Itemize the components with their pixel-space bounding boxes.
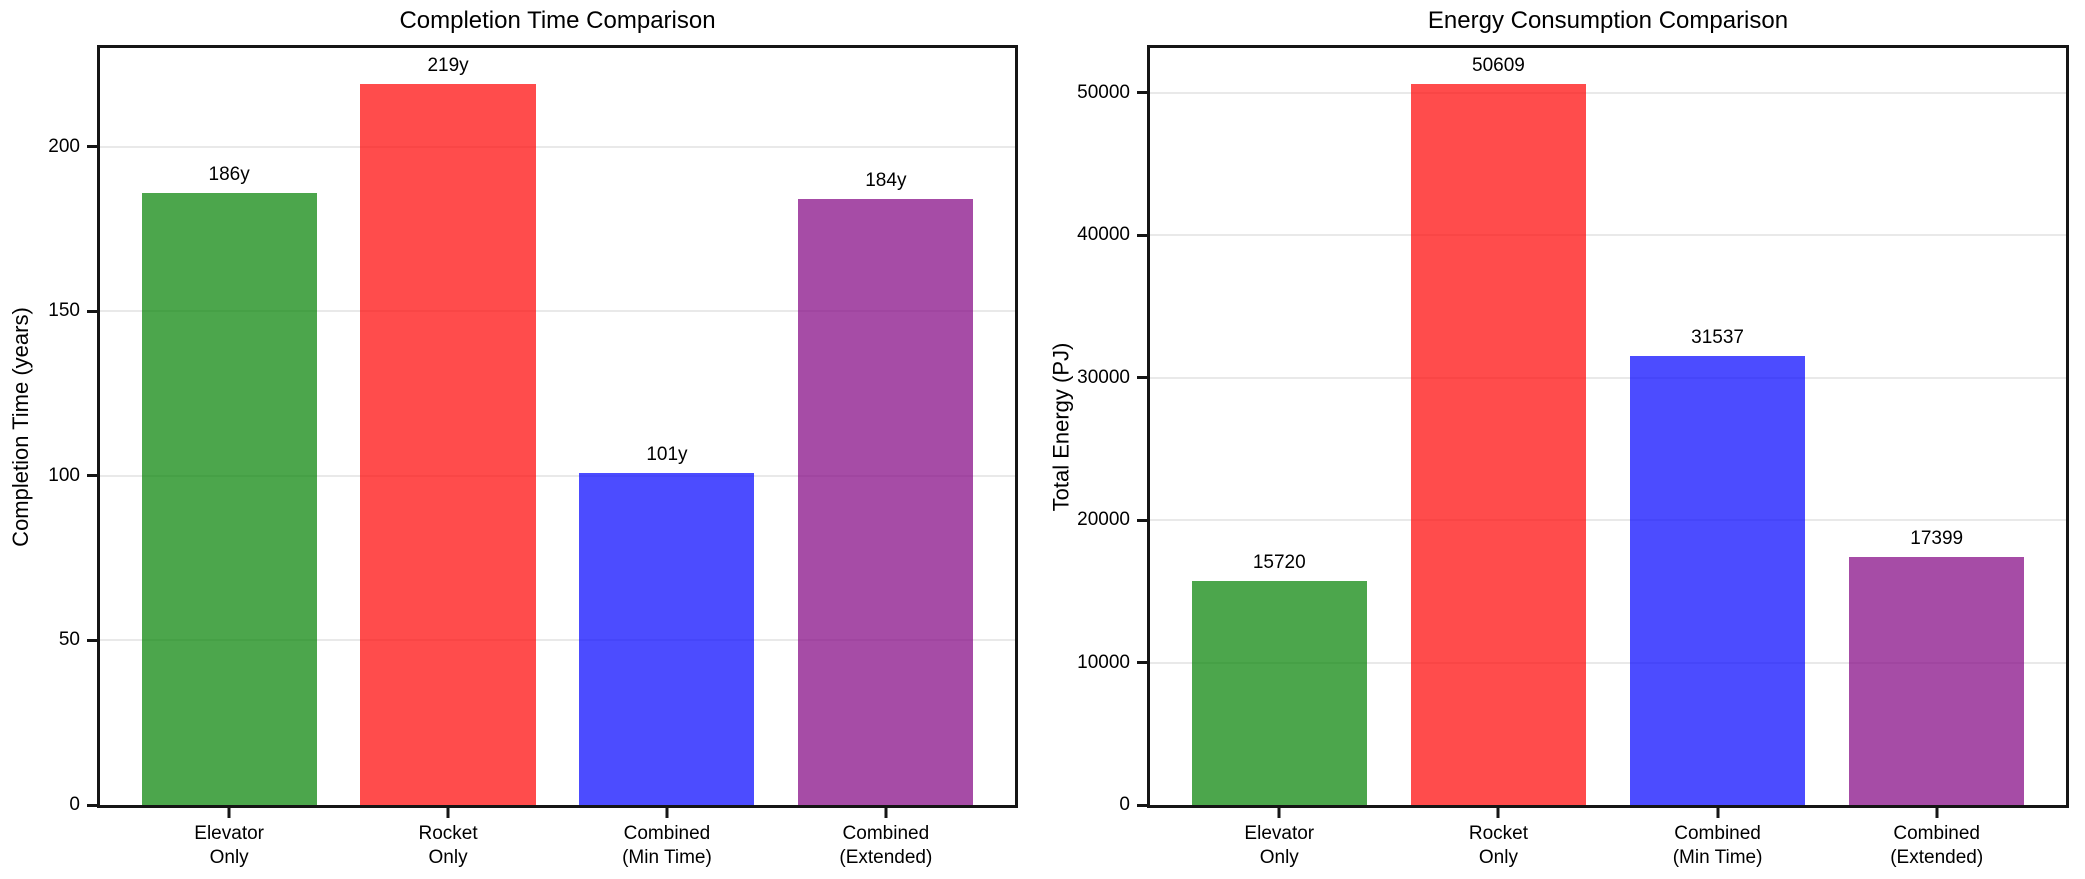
x-tick-label: Combined (Min Time) bbox=[1672, 823, 1763, 868]
bar-value-label: 15720 bbox=[1252, 552, 1306, 574]
chart-title: Energy Consumption Comparison bbox=[1427, 7, 1789, 34]
y-tick-label: 50000 bbox=[1077, 81, 1130, 103]
gridline bbox=[100, 474, 1015, 477]
y-tick-label: 200 bbox=[48, 135, 80, 157]
bar-value-label: 17399 bbox=[1910, 528, 1964, 550]
y-tick-mark bbox=[87, 638, 97, 642]
x-tick-mark bbox=[665, 808, 669, 818]
y-tick-label: 0 bbox=[1119, 794, 1130, 815]
bar-red bbox=[360, 84, 536, 805]
bar-value-label: 219y bbox=[427, 55, 469, 77]
y-tick-mark bbox=[1137, 233, 1147, 237]
y-tick-label: 40000 bbox=[1077, 224, 1130, 246]
bar-green bbox=[141, 192, 317, 805]
y-axis-label-wrap: Completion Time (years) bbox=[0, 45, 42, 808]
x-tick-mark bbox=[1935, 808, 1939, 818]
y-tick-label: 0 bbox=[69, 794, 80, 815]
x-tick-label: Combined (Min Time) bbox=[622, 823, 712, 868]
y-tick-label: 10000 bbox=[1077, 651, 1130, 673]
y-tick-mark bbox=[1137, 376, 1147, 380]
bar-purple bbox=[798, 199, 974, 805]
x-tick-mark bbox=[1496, 808, 1500, 818]
y-axis-label-wrap: Total Energy (PJ) bbox=[1040, 45, 1082, 808]
y-tick-label: 150 bbox=[48, 300, 80, 322]
plot-area: 0 10000 20000 30000 40000 50000 15720 Elevator … bbox=[1077, 45, 2069, 868]
gridline bbox=[1150, 376, 2066, 379]
bar-blue bbox=[579, 472, 755, 805]
x-tick-label: Rocket Only bbox=[418, 823, 478, 868]
bar-red bbox=[1410, 84, 1587, 805]
y-tick-mark bbox=[1137, 91, 1147, 95]
gridline bbox=[1150, 661, 2066, 664]
bar-value-label: 50609 bbox=[1472, 55, 1525, 77]
gridline bbox=[1150, 91, 2066, 94]
bar-value-label: 101y bbox=[646, 443, 688, 465]
x-tick-label: Elevator Only bbox=[1244, 823, 1315, 868]
bar-value-label: 186y bbox=[208, 163, 250, 185]
y-axis-label: Completion Time (years) bbox=[8, 306, 34, 547]
bar-value-label: 184y bbox=[865, 170, 907, 192]
x-tick-mark bbox=[1277, 808, 1281, 818]
y-tick-mark bbox=[1137, 518, 1147, 522]
x-tick-label: Combined (Extended) bbox=[1890, 823, 1984, 868]
y-tick-mark bbox=[87, 474, 97, 478]
y-tick-label: 20000 bbox=[1077, 509, 1130, 531]
gridline bbox=[100, 310, 1015, 313]
gridline bbox=[100, 639, 1015, 642]
x-tick-mark bbox=[227, 808, 231, 818]
y-tick-mark bbox=[87, 803, 97, 807]
x-tick-label: Combined (Extended) bbox=[839, 823, 933, 868]
bar-blue bbox=[1629, 355, 1806, 805]
y-tick-mark bbox=[1137, 661, 1147, 665]
completion-time-chart: Completion Time Comparison Completion Ti… bbox=[0, 0, 1040, 879]
y-tick-label: 30000 bbox=[1077, 366, 1130, 388]
x-tick-mark bbox=[884, 808, 888, 818]
bar-purple bbox=[1849, 557, 2025, 805]
y-tick-mark bbox=[1137, 803, 1147, 807]
bar-value-label: 31537 bbox=[1691, 326, 1744, 348]
bar-green bbox=[1191, 581, 1367, 805]
y-tick-mark bbox=[87, 309, 97, 313]
x-tick-mark bbox=[1716, 808, 1720, 818]
x-tick-mark bbox=[446, 808, 450, 818]
gridline bbox=[1150, 234, 2066, 237]
energy-consumption-chart: Energy Consumption Comparison Total Ener… bbox=[1040, 0, 2085, 879]
gridline bbox=[100, 145, 1015, 148]
y-tick-label: 100 bbox=[48, 464, 80, 486]
chart-title: Completion Time Comparison bbox=[399, 7, 716, 34]
y-tick-mark bbox=[87, 145, 97, 149]
y-axis-label: Total Energy (PJ) bbox=[1048, 342, 1074, 511]
x-tick-label: Rocket Only bbox=[1468, 823, 1528, 868]
gridline bbox=[1150, 519, 2066, 522]
plot-area: 0 50 100 150 200 186y Elevator Only 219y Rocket … bbox=[48, 45, 1018, 868]
x-tick-label: Elevator Only bbox=[194, 823, 264, 868]
y-tick-label: 50 bbox=[58, 629, 80, 651]
